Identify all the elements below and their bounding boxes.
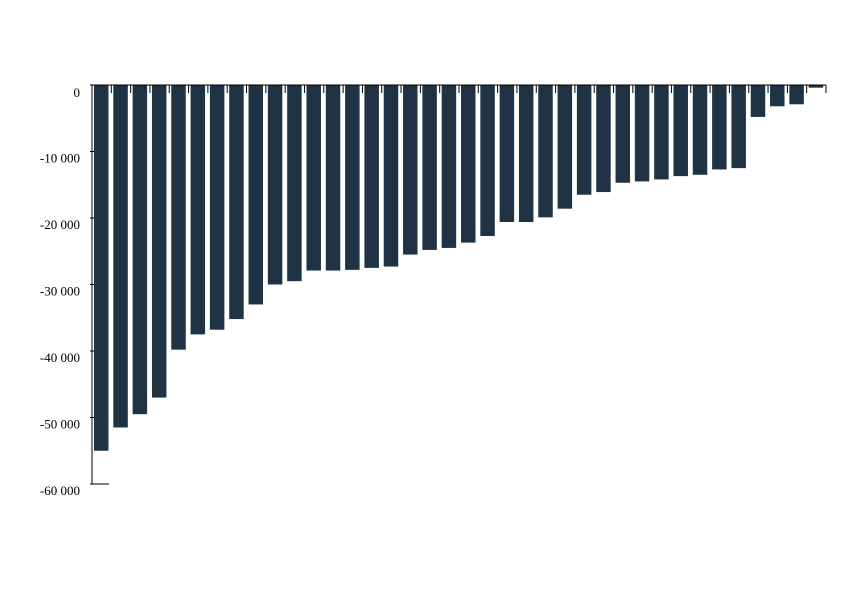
bar <box>209 85 225 330</box>
bar <box>557 85 573 209</box>
bar <box>383 85 399 267</box>
bar <box>712 85 727 170</box>
bar <box>171 85 186 350</box>
bar <box>615 85 631 183</box>
bar <box>151 85 167 398</box>
bar <box>306 85 321 271</box>
bar <box>654 85 669 180</box>
bar <box>634 85 650 182</box>
bar <box>345 85 360 270</box>
bar <box>731 85 746 169</box>
x-axis <box>91 84 827 93</box>
bar <box>480 85 495 236</box>
y-tick-label: -40 000 <box>40 350 80 365</box>
bar <box>94 85 109 451</box>
y-tick-label: -20 000 <box>40 217 80 232</box>
bar <box>518 85 534 222</box>
bar <box>596 85 611 193</box>
y-tick-label: -10 000 <box>40 151 80 166</box>
bar <box>789 85 804 105</box>
bar <box>576 85 592 195</box>
y-tick-label: -30 000 <box>40 284 80 299</box>
bar <box>770 85 785 107</box>
bar <box>190 85 206 335</box>
bar <box>267 85 283 285</box>
bar <box>113 85 128 428</box>
bar <box>229 85 244 320</box>
bar <box>132 85 148 415</box>
bar <box>692 85 708 175</box>
bar <box>364 85 379 268</box>
y-tick-label: -50 000 <box>40 417 80 432</box>
y-tick-label: -60 000 <box>40 483 80 498</box>
bar <box>673 85 688 177</box>
bar <box>287 85 302 282</box>
bar <box>808 85 824 88</box>
bar <box>441 85 457 248</box>
bar <box>750 85 766 117</box>
bar <box>403 85 418 255</box>
y-axis: 0 -10 000 -20 000 -30 000 -40 000 -50 000 -60 … <box>40 84 109 498</box>
bars <box>94 85 824 451</box>
bar <box>325 85 341 271</box>
bar <box>422 85 437 250</box>
y-tick-label: 0 <box>74 85 81 100</box>
bar <box>248 85 264 305</box>
bar <box>499 85 515 222</box>
bar <box>461 85 476 243</box>
bar <box>538 85 553 218</box>
